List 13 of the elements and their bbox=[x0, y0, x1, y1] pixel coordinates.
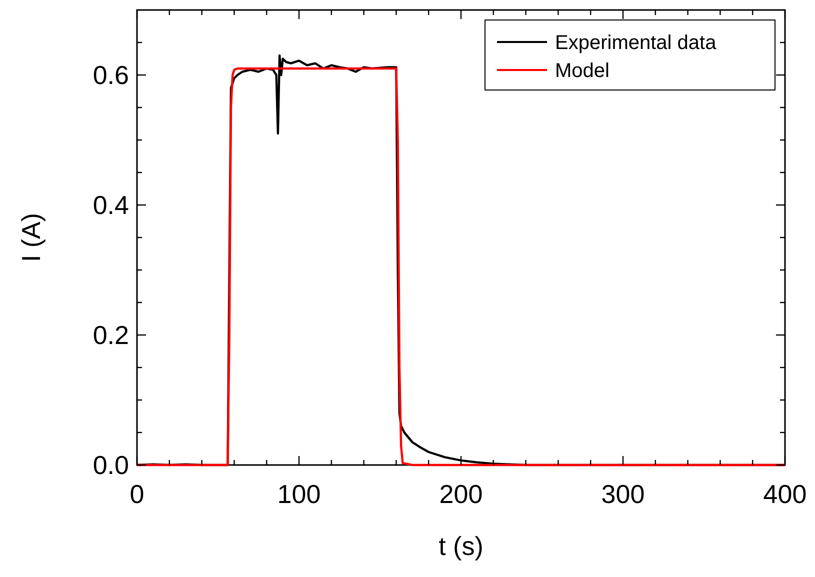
y-axis-title: I (A) bbox=[16, 212, 46, 262]
legend-label: Model bbox=[555, 60, 610, 82]
x-tick-label: 0 bbox=[130, 479, 144, 509]
x-axis-title: t (s) bbox=[438, 531, 484, 561]
x-tick-label: 300 bbox=[601, 479, 645, 509]
y-tick-label: 0.2 bbox=[92, 320, 129, 350]
y-tick-label: 0.0 bbox=[92, 450, 129, 480]
y-tick-label: 0.6 bbox=[92, 60, 129, 90]
x-tick-label: 400 bbox=[763, 479, 807, 509]
y-tick-label: 0.4 bbox=[92, 190, 129, 220]
x-tick-label: 100 bbox=[277, 479, 321, 509]
x-tick-label: 200 bbox=[439, 479, 483, 509]
legend-label: Experimental data bbox=[555, 32, 718, 54]
